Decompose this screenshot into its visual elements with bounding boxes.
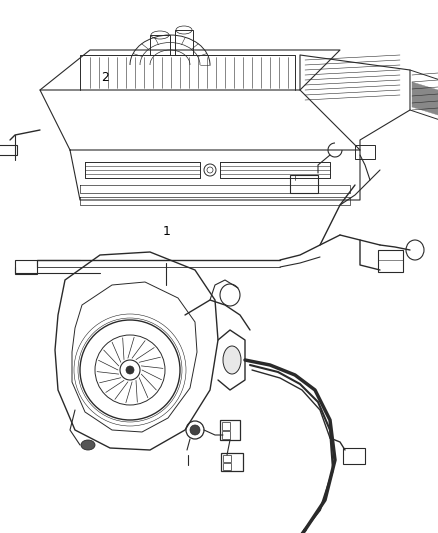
Bar [223, 463, 231, 470]
Ellipse shape [81, 440, 95, 450]
Bar [175, 30, 193, 55]
Bar [221, 453, 243, 471]
Polygon shape [412, 82, 438, 115]
Text: 1: 1 [162, 225, 170, 238]
Bar [355, 145, 375, 159]
Bar [378, 250, 403, 272]
Bar [0, 145, 17, 155]
Bar [223, 455, 231, 462]
Bar [150, 35, 170, 55]
Bar [290, 175, 318, 193]
Bar [220, 420, 240, 440]
Bar [222, 431, 230, 439]
Ellipse shape [190, 425, 200, 435]
Ellipse shape [223, 346, 241, 374]
Text: 2: 2 [101, 71, 109, 84]
Bar [222, 422, 230, 430]
Bar [15, 260, 37, 274]
Bar [343, 448, 365, 464]
Ellipse shape [126, 366, 134, 374]
